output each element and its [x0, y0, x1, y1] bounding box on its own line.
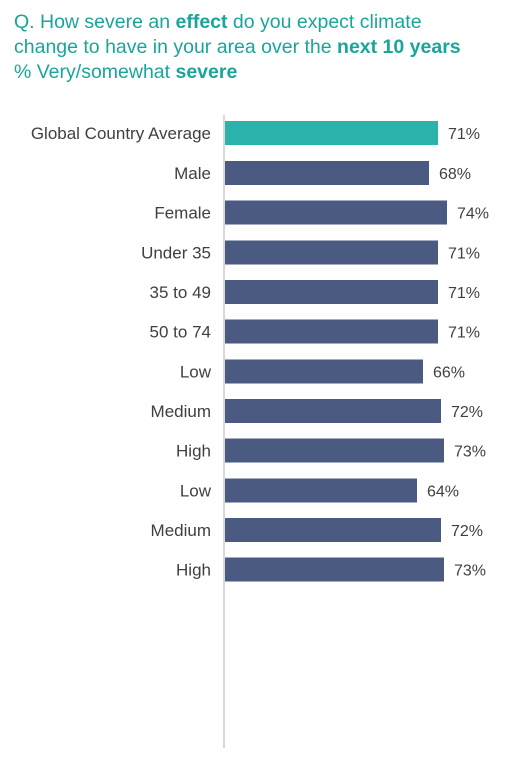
bar — [225, 359, 423, 384]
category-label: Medium — [151, 402, 211, 421]
value-label: 71% — [448, 126, 480, 143]
value-label: 71% — [448, 325, 480, 342]
value-label: 72% — [451, 523, 483, 540]
value-label: 71% — [448, 285, 480, 302]
bar — [225, 399, 441, 423]
category-label: Global Country Average — [31, 124, 211, 143]
value-label: 73% — [454, 563, 486, 580]
bar — [225, 557, 444, 582]
value-label: 72% — [451, 404, 483, 421]
bar — [225, 518, 441, 542]
value-label: 74% — [457, 206, 489, 223]
question-text: do you expect climate — [227, 11, 422, 33]
chart-question: Q. How severe an effect do you expect cl… — [14, 10, 514, 85]
category-label: 35 to 49 — [150, 283, 211, 302]
value-label: 71% — [448, 246, 480, 263]
value-label: 66% — [433, 365, 465, 382]
category-label: Medium — [151, 521, 211, 540]
bar — [225, 200, 447, 225]
category-label: High — [176, 442, 211, 461]
value-label: 73% — [454, 444, 486, 461]
category-label: Male — [174, 164, 211, 183]
value-label: 64% — [427, 484, 459, 501]
question-subtitle: % Very/somewhat — [14, 61, 176, 83]
bar — [225, 121, 438, 145]
question-emphasis: severe — [175, 61, 238, 83]
value-label: 68% — [439, 166, 471, 183]
bar — [225, 319, 438, 344]
question-emphasis: next 10 years — [337, 36, 461, 58]
question-text: Q. How severe an — [14, 11, 176, 33]
bar — [225, 240, 438, 265]
bar — [225, 280, 438, 304]
bar — [225, 478, 417, 503]
question-text: change to have in your area over the — [14, 36, 338, 58]
category-label: High — [176, 561, 211, 580]
bar — [225, 438, 444, 463]
category-label: Low — [180, 363, 212, 382]
category-label: Under 35 — [141, 244, 211, 263]
category-label: Female — [154, 204, 211, 223]
category-label: Low — [180, 482, 212, 501]
category-label: 50 to 74 — [150, 323, 211, 342]
question-emphasis: effect — [175, 11, 228, 33]
bar — [225, 161, 429, 185]
